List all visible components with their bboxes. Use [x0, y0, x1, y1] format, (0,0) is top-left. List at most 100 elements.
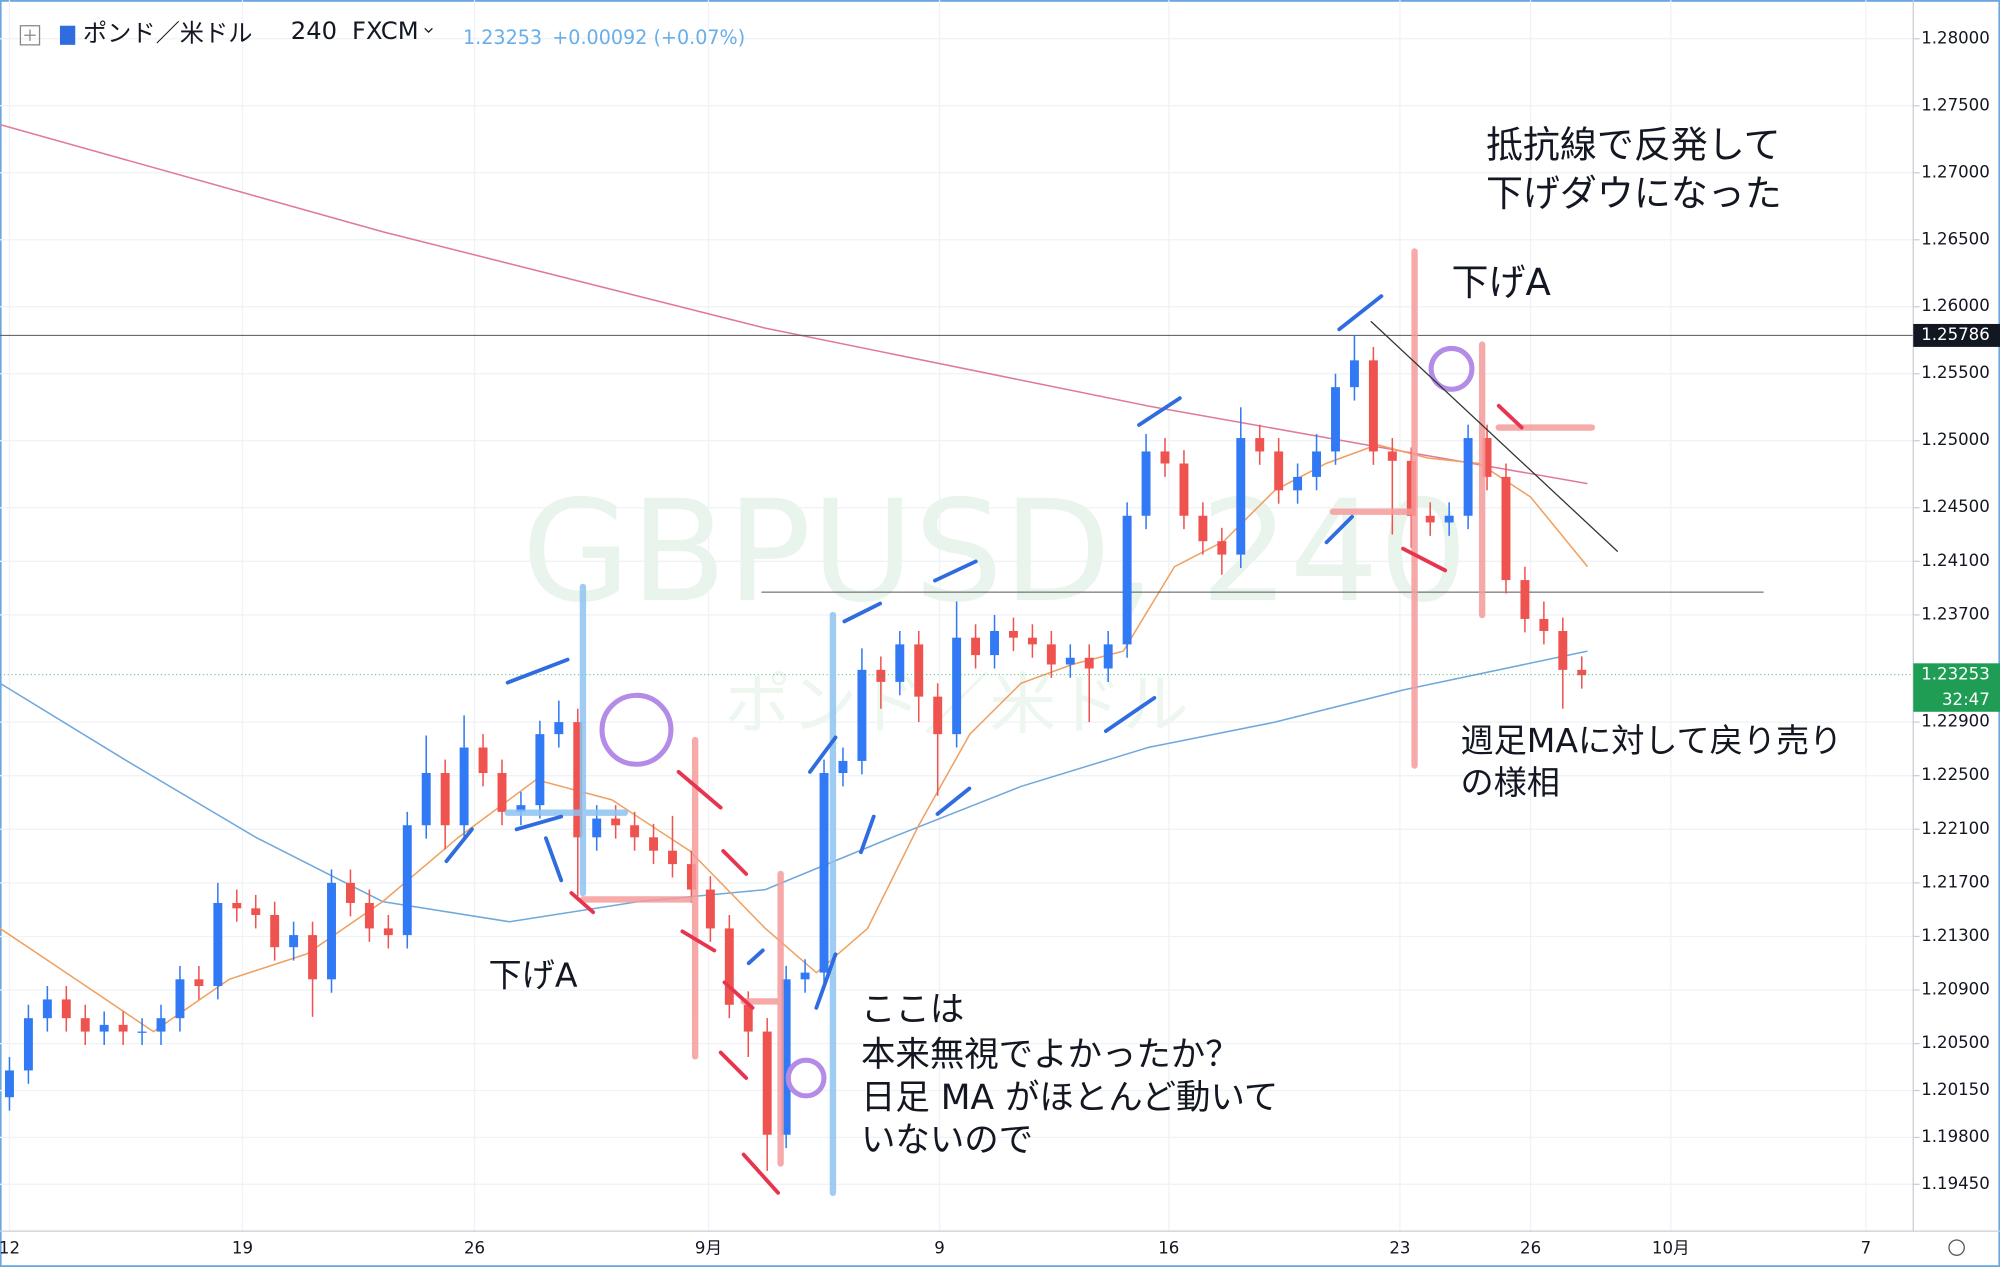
x-tick-label: 26 [1520, 1238, 1541, 1257]
y-tick-label: 1.20500 [1921, 1033, 1990, 1052]
y-tick-label: 1.25000 [1921, 430, 1990, 449]
candle-body [952, 637, 962, 735]
candle-body [1046, 644, 1056, 665]
y-tick-label: 1.27000 [1921, 162, 1990, 181]
level-label: 1.25786 [1921, 325, 1990, 344]
candle-body [649, 837, 659, 851]
candle-body [1198, 515, 1208, 542]
candle-body [1065, 657, 1075, 665]
dropdown[interactable] [424, 27, 433, 33]
candle-body [971, 637, 981, 656]
candle-body [421, 773, 431, 826]
candle-body [80, 1018, 90, 1032]
candle-body [1463, 438, 1473, 516]
candle-body [1160, 451, 1170, 464]
candle-body [42, 999, 52, 1019]
candle-body [1558, 630, 1568, 670]
candle-body [1425, 515, 1435, 523]
y-tick-label: 1.19450 [1921, 1174, 1990, 1193]
note: ここは [861, 990, 964, 1030]
candle-body [251, 908, 261, 916]
candle-body [838, 760, 848, 774]
candle-body [819, 773, 829, 973]
candle-body [1217, 541, 1227, 555]
candle-body [1331, 387, 1340, 452]
x-tick-label: 23 [1389, 1238, 1410, 1257]
watermark: GBPUSD, 240 [522, 471, 1468, 634]
y-tick-label: 1.21700 [1921, 872, 1990, 891]
icon[interactable] [19, 25, 41, 46]
note: の様相 [1460, 763, 1559, 802]
candle-body [1274, 451, 1284, 491]
x-tick-label: 16 [1158, 1238, 1179, 1257]
candle-body [800, 972, 810, 980]
candle-body [743, 1004, 753, 1032]
candle-body [175, 979, 185, 1019]
candle-body [1501, 476, 1511, 581]
candle-body [194, 979, 204, 987]
y-tick-label: 1.22500 [1921, 765, 1990, 784]
countdown: 32:47 [1942, 690, 1990, 709]
candle-body [1539, 618, 1549, 631]
x-tick-label: 12 [0, 1238, 20, 1257]
candle-body [137, 1031, 147, 1033]
candle-body [724, 928, 734, 1005]
note: 本来無視でよかったか？ [861, 1035, 1240, 1075]
annotations [444, 248, 1618, 1196]
candle-body [876, 669, 886, 682]
candle-body [1577, 669, 1587, 676]
candle-body [762, 1031, 772, 1135]
candle-body [156, 1018, 166, 1032]
last-price-bg [1913, 663, 2000, 712]
candle-body [592, 818, 602, 838]
source: FXCM [352, 17, 419, 45]
x-tick-label: 7 [1861, 1238, 1872, 1257]
candle-body [781, 979, 791, 1135]
candle-body [23, 1018, 33, 1071]
candle-body [914, 644, 924, 697]
candle-body [1482, 438, 1492, 477]
y-tick-label: 1.25500 [1921, 363, 1990, 382]
x-tick-label: 26 [464, 1238, 485, 1257]
candle-body [327, 882, 336, 980]
interval[interactable]: 240 [291, 17, 337, 45]
candle-body [686, 864, 696, 890]
icon [59, 25, 76, 45]
x-tick-label: 10月 [1652, 1238, 1690, 1257]
note: 週足MAに対して戻り売り [1460, 721, 1842, 760]
candle-body [402, 825, 412, 936]
x-tick-label: 19 [232, 1238, 253, 1257]
candle-body [383, 928, 393, 936]
candle-body [1103, 644, 1113, 669]
note: 下げA [1452, 261, 1551, 304]
candle-body [1008, 630, 1018, 638]
y-tick-label: 1.22100 [1921, 819, 1990, 838]
candle-body [857, 669, 867, 761]
candle-body [61, 999, 71, 1019]
candle-body [118, 1024, 128, 1032]
settings-icon[interactable] [1948, 1239, 1965, 1256]
candle-body [99, 1024, 109, 1032]
y-tick-label: 1.23700 [1921, 604, 1990, 623]
candle-body [270, 915, 280, 948]
y-tick-label: 1.24100 [1921, 551, 1990, 570]
notes: 抵抗線で反発して 下げダウになった 下げA 下げA 週足MAに対して戻り売り の… [489, 123, 1843, 1160]
y-tick-label: 1.24500 [1921, 497, 1990, 516]
candle-body [478, 747, 488, 774]
candle-body [459, 747, 469, 826]
candle-body [990, 630, 999, 656]
y-tick-label: 1.26000 [1921, 296, 1990, 315]
candle-body [895, 644, 905, 682]
candle-body [535, 734, 545, 806]
candle-body [630, 825, 640, 838]
note: いないので [861, 1120, 1033, 1160]
candle-body [440, 773, 450, 826]
note: 抵抗線で反発して [1486, 123, 1781, 166]
candle-body [1387, 451, 1397, 461]
y-tick-label: 1.20150 [1921, 1080, 1990, 1099]
candle-body [1236, 438, 1246, 555]
candle-body [1255, 438, 1265, 452]
note: 日足 MA がほとんど動いて [861, 1078, 1278, 1118]
y-tick-label: 1.27500 [1921, 95, 1990, 114]
